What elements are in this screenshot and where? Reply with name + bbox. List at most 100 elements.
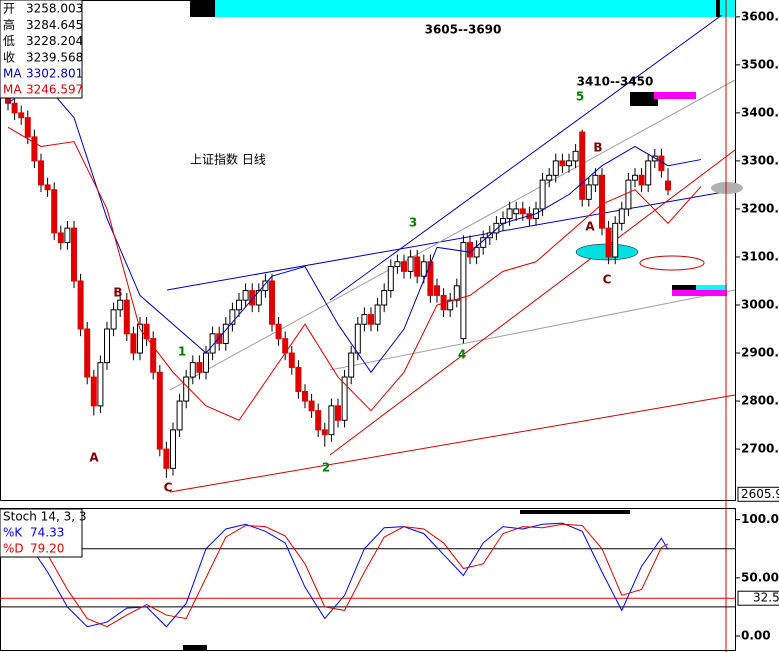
stoch-frame	[0, 508, 736, 651]
y-tick-label: 2900.0	[741, 346, 779, 360]
stoch-bar	[183, 645, 207, 650]
candle-body	[473, 246, 480, 258]
annotation: 3	[409, 216, 417, 230]
candle-body	[84, 328, 91, 378]
candle-body	[189, 362, 196, 378]
candle-body	[467, 242, 473, 258]
candle-body	[414, 256, 421, 277]
candle-body	[460, 242, 467, 340]
candle-body	[348, 352, 355, 378]
candle-body	[546, 174, 553, 181]
candle-body	[321, 429, 328, 436]
candle-body	[328, 405, 335, 436]
candle-body	[11, 102, 18, 114]
trend-line	[169, 79, 736, 391]
candle-body	[434, 285, 440, 296]
candle-body	[123, 299, 130, 335]
y-tick-label: 3000.0	[741, 297, 779, 311]
candle-body	[288, 352, 295, 368]
candle-body	[137, 323, 143, 354]
trend-line	[166, 189, 736, 291]
target-box	[672, 290, 727, 296]
candle-body	[632, 174, 638, 181]
candle-body	[645, 160, 652, 186]
candle-body	[203, 352, 209, 373]
annotation: 2	[322, 461, 330, 475]
candle-body	[612, 222, 619, 258]
info-label: 收	[3, 50, 15, 64]
candle-body	[519, 208, 526, 215]
candle-body	[44, 184, 51, 191]
candle-body	[130, 333, 137, 354]
candle-body	[427, 261, 434, 296]
info-value: 3228.204	[26, 34, 83, 48]
trend-lines	[166, 14, 736, 493]
y-tick-label: 2800.0	[741, 394, 779, 408]
candle-body	[110, 309, 117, 330]
chart-title: 上证指数 日线	[190, 152, 266, 167]
annotation: A	[89, 451, 99, 465]
annotation: 3605--3690	[425, 23, 502, 37]
candle-body	[579, 131, 586, 200]
candle-body	[585, 184, 592, 200]
top-bar	[190, 0, 735, 17]
legend-value: 3302.801	[26, 67, 83, 81]
candle-body	[341, 376, 348, 421]
candle-body	[104, 328, 110, 364]
top-bar-mark	[716, 0, 720, 17]
candle-body	[572, 150, 579, 162]
candle-body	[605, 227, 612, 258]
stoch-line	[27, 523, 669, 628]
stoch-legend-box	[0, 508, 83, 558]
target-box	[654, 92, 696, 99]
info-label: 开	[3, 2, 15, 16]
trend-line	[329, 14, 723, 301]
candle-body	[176, 400, 183, 431]
overlay: 2700.0 2800.0 2900.0 3000.0 3100.0 3200.0 3300…	[3, 2, 779, 643]
candle-body	[64, 227, 71, 244]
marker-label: 32.5	[753, 591, 779, 605]
annotation: A	[585, 220, 595, 234]
candle-body	[255, 290, 262, 306]
candle-body	[209, 333, 216, 354]
stoch-line	[27, 522, 669, 628]
info-label: 低	[3, 34, 15, 48]
legend-value: 3246.597	[26, 83, 83, 97]
candle-body	[262, 280, 269, 292]
annotation: 1	[178, 345, 186, 359]
candle-body	[506, 208, 513, 220]
y-tick-label: 3600.0	[741, 9, 779, 23]
candle-body	[552, 160, 559, 176]
candle-body	[163, 448, 170, 469]
stoch-bar	[520, 510, 630, 514]
highlight-ellipse	[711, 182, 743, 194]
marker-box	[737, 486, 779, 502]
candle-body	[302, 390, 308, 402]
candle-body	[354, 323, 361, 354]
y-tick-label: 0.00	[741, 629, 771, 643]
legend-value: 74.33	[30, 526, 64, 540]
y-tick-label: 3500.0	[741, 57, 779, 71]
marker-label: 2605.9	[741, 487, 779, 501]
candle-body	[97, 362, 104, 407]
candle-body	[249, 290, 256, 306]
candle-body	[295, 366, 302, 392]
candle-body	[625, 179, 632, 210]
candle-body	[368, 314, 374, 325]
candle-body	[57, 232, 64, 244]
candle-body	[308, 400, 315, 412]
annotation: C	[164, 481, 173, 495]
candle-body	[401, 261, 407, 272]
plot	[0, 16, 740, 637]
candle-body	[222, 323, 229, 344]
candle-body	[566, 160, 572, 167]
annotation: 3410--3450	[577, 75, 654, 89]
trend-line	[169, 394, 736, 493]
candle-body	[559, 160, 566, 167]
legend-name: MA	[3, 67, 22, 81]
candle-body	[242, 290, 249, 301]
info-box	[0, 0, 83, 99]
target-box	[696, 285, 727, 290]
candle-body	[236, 299, 242, 311]
